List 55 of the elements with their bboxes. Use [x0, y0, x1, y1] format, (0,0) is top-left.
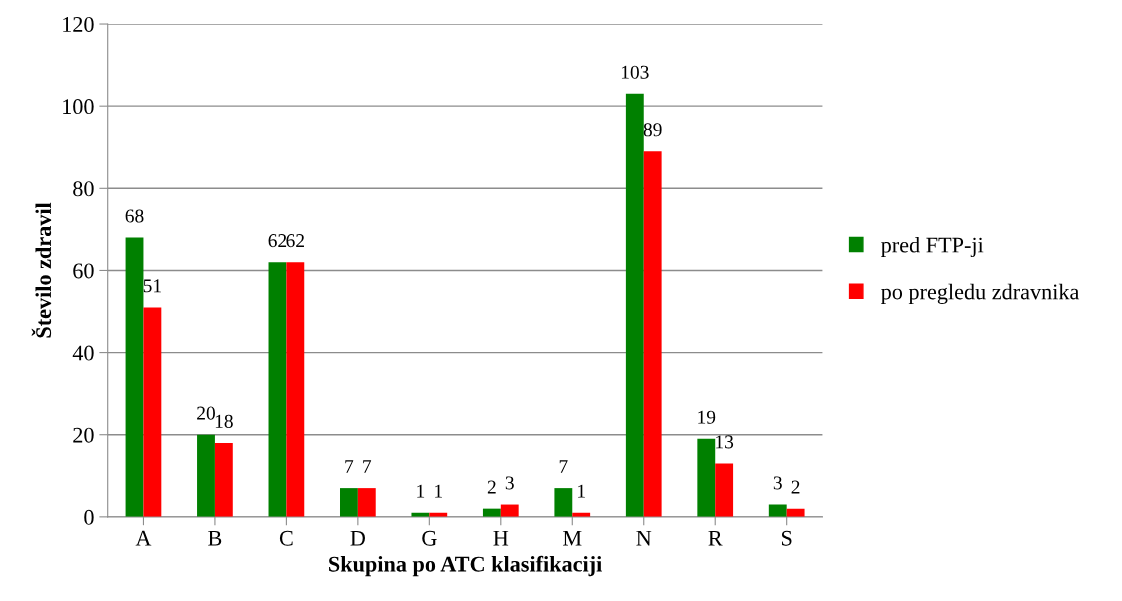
x-tick-label: N [636, 530, 652, 546]
data-label: 62 [286, 234, 304, 248]
data-label: 3 [505, 476, 514, 490]
y-tick-label: 0 [84, 509, 94, 525]
x-tick-label: C [279, 530, 293, 546]
x-tick-label: R [708, 530, 723, 546]
bar [268, 262, 287, 517]
bar [697, 438, 716, 517]
data-label: 7 [363, 460, 372, 473]
x-axis-title: Skupina po ATC klasifikaciji [329, 555, 602, 577]
bar [286, 262, 305, 517]
bar [625, 93, 644, 517]
data-label: 7 [559, 460, 568, 473]
bar [125, 237, 144, 517]
x-tick-label: A [135, 530, 152, 546]
data-label: 18 [215, 414, 233, 428]
bar [339, 488, 358, 517]
legend-label: pred FTP-ji [881, 236, 984, 258]
data-label: 3 [773, 476, 782, 490]
y-axis-title: Število zdravil [31, 202, 52, 338]
bar [554, 488, 573, 517]
x-tick-label: G [422, 530, 437, 546]
legend-label: po pregledu zdravnika [881, 283, 1080, 304]
bar [143, 307, 162, 517]
y-tick-label: 20 [73, 427, 94, 443]
data-label: 2 [487, 480, 496, 494]
y-tick-label: 80 [73, 181, 94, 197]
bar [214, 442, 233, 517]
x-tick-label: H [493, 530, 509, 546]
data-label: 68 [125, 209, 144, 223]
bar [197, 434, 215, 517]
data-label: 19 [698, 410, 716, 424]
x-tick-label: B [208, 530, 222, 546]
data-label: 13 [716, 435, 734, 449]
bar [500, 504, 519, 517]
x-tick-label: D [350, 530, 365, 546]
bar [715, 463, 734, 517]
data-label: 103 [621, 65, 649, 79]
data-label: 2 [791, 480, 800, 494]
bar [643, 151, 662, 517]
x-tick-label: M [563, 530, 582, 546]
data-label: 1 [578, 484, 585, 498]
bar [768, 504, 787, 517]
y-tick-label: 100 [63, 99, 94, 115]
data-label: 7 [345, 460, 354, 473]
y-tick-label: 120 [63, 16, 94, 32]
x-tick-label: S [782, 530, 792, 546]
bar [357, 488, 376, 517]
data-label: 1 [417, 484, 425, 498]
data-label: 1 [435, 484, 442, 498]
y-tick-label: 60 [73, 263, 94, 279]
y-tick-label: 40 [72, 345, 94, 361]
data-label: 62 [268, 234, 287, 248]
data-label: 51 [143, 279, 161, 293]
data-label: 20 [197, 406, 215, 420]
